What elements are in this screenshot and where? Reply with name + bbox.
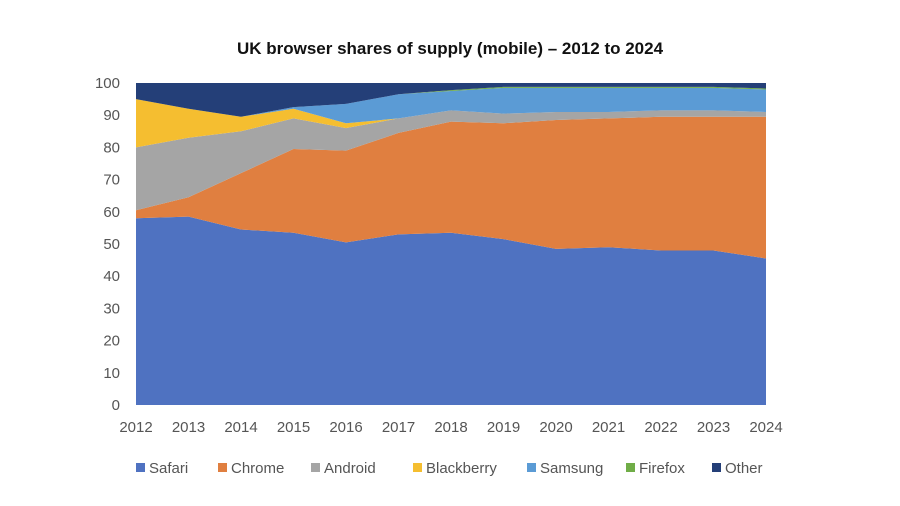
x-tick-label: 2013 — [172, 419, 205, 436]
legend-label: Blackberry — [426, 460, 497, 477]
legend-swatch — [712, 463, 721, 472]
x-tick-label: 2016 — [329, 419, 362, 436]
legend-label: Firefox — [639, 460, 685, 477]
legend-label: Chrome — [231, 460, 284, 477]
x-tick-label: 2019 — [487, 419, 520, 436]
x-tick-label: 2014 — [224, 419, 257, 436]
legend-swatch — [218, 463, 227, 472]
y-tick-label: 80 — [103, 139, 120, 156]
legend-item-other: Other — [712, 460, 763, 477]
y-tick-label: 60 — [103, 204, 120, 221]
x-tick-label: 2015 — [277, 419, 310, 436]
chart-title: UK browser shares of supply (mobile) – 2… — [237, 39, 664, 58]
legend-swatch — [413, 463, 422, 472]
y-tick-label: 40 — [103, 268, 120, 285]
area-chrome — [136, 116, 766, 259]
legend-item-android: Android — [311, 460, 376, 477]
legend-item-firefox: Firefox — [626, 460, 685, 477]
y-tick-label: 50 — [103, 236, 120, 253]
x-tick-label: 2017 — [382, 419, 415, 436]
area-android — [136, 110, 766, 211]
y-tick-label: 90 — [103, 107, 120, 124]
y-tick-label: 100 — [95, 75, 120, 92]
legend-label: Samsung — [540, 460, 603, 477]
legend-label: Safari — [149, 460, 188, 477]
legend-label: Other — [725, 460, 763, 477]
y-tick-label: 0 — [112, 397, 120, 414]
legend-swatch — [626, 463, 635, 472]
legend-item-blackberry: Blackberry — [413, 460, 497, 477]
x-tick-label: 2020 — [539, 419, 572, 436]
legend-swatch — [311, 463, 320, 472]
legend-swatch — [527, 463, 536, 472]
x-tick-label: 2022 — [644, 419, 677, 436]
x-tick-label: 2024 — [749, 419, 782, 436]
y-tick-label: 10 — [103, 365, 120, 382]
legend-item-samsung: Samsung — [527, 460, 603, 477]
x-tick-label: 2023 — [697, 419, 730, 436]
area-other — [136, 83, 766, 117]
legend-label: Android — [324, 460, 376, 477]
area-safari — [136, 216, 766, 405]
legend-item-chrome: Chrome — [218, 460, 284, 477]
y-tick-label: 30 — [103, 300, 120, 317]
x-tick-label: 2012 — [119, 419, 152, 436]
area-samsung — [136, 87, 766, 124]
legend-item-safari: Safari — [136, 460, 188, 477]
y-tick-label: 20 — [103, 333, 120, 350]
y-tick-label: 70 — [103, 172, 120, 189]
legend-swatch — [136, 463, 145, 472]
area-blackberry — [136, 99, 766, 148]
x-tick-label: 2018 — [434, 419, 467, 436]
x-tick-label: 2021 — [592, 419, 625, 436]
